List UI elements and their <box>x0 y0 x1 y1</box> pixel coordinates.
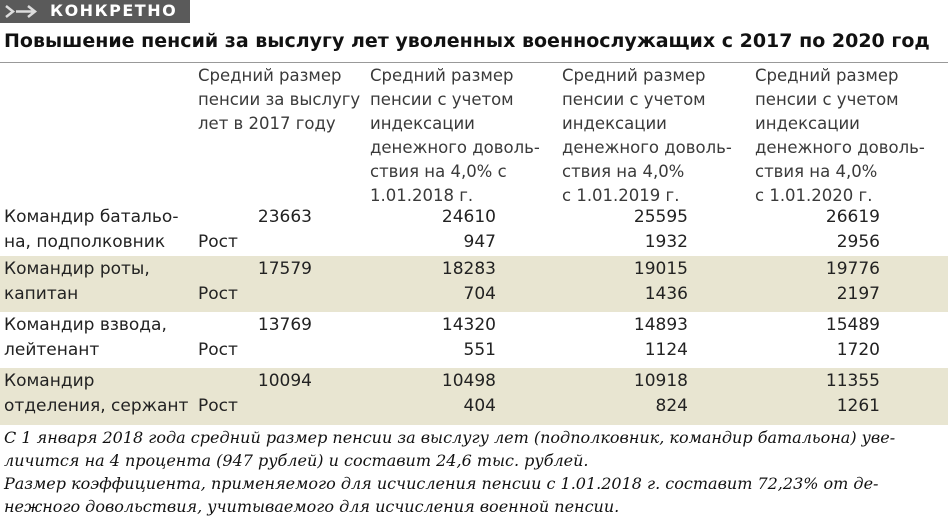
row-label: Командир взвода, <box>4 315 167 335</box>
row-label: на, подполковник <box>4 232 166 252</box>
row-label: отделения, сержант <box>4 396 189 416</box>
column-header: с 1.01.2020 г. <box>755 186 873 205</box>
value: 14893 <box>633 315 688 335</box>
title-rule <box>0 62 948 63</box>
value: 15489 <box>825 315 880 335</box>
column-header: индексации <box>562 114 667 133</box>
value: 18283 <box>441 259 496 279</box>
value: 10498 <box>441 371 496 391</box>
footnote: С 1 января 2018 года средний размер пенс… <box>4 428 896 447</box>
column-header: Средний размер <box>198 66 342 85</box>
growth: 704 <box>463 284 496 304</box>
title: Повышение пенсий за выслугу лет уволенны… <box>4 30 930 52</box>
growth: 2197 <box>836 284 880 304</box>
column-header: с 1.01.2019 г. <box>562 186 680 205</box>
column-header: пенсии с учетом <box>755 90 899 109</box>
tag: КОНКРЕТНО <box>50 1 178 20</box>
value: 13769 <box>257 315 312 335</box>
value: 17579 <box>257 259 312 279</box>
column-header: Средний размер <box>562 66 706 85</box>
column-header: ствия на 4,0% с <box>370 162 507 181</box>
column-header: Средний размер <box>755 66 899 85</box>
column-header: Средний размер <box>370 66 514 85</box>
growth: 551 <box>463 340 496 360</box>
value: 19776 <box>825 259 880 279</box>
value: 24610 <box>441 207 496 227</box>
column-header: индексации <box>755 114 860 133</box>
value: 26619 <box>825 207 880 227</box>
growth: 1436 <box>644 284 688 304</box>
column-header: денежного доволь- <box>755 138 925 157</box>
column-header: денежного доволь- <box>370 138 540 157</box>
column-header: 1.01.2018 г. <box>370 186 474 205</box>
value: 11355 <box>825 371 880 391</box>
growth: 1124 <box>644 340 688 360</box>
column-header: пенсии с учетом <box>562 90 706 109</box>
value: 10094 <box>257 371 312 391</box>
arrows-icon <box>5 5 38 18</box>
row-label: Командир батальо- <box>4 207 179 227</box>
row-label: Командир <box>4 371 95 391</box>
value: 10918 <box>633 371 688 391</box>
growth: 1261 <box>836 396 880 416</box>
row-label: лейтенант <box>4 340 100 360</box>
growth-label: Рост <box>198 340 238 360</box>
growth: 404 <box>463 396 496 416</box>
growth-label: Рост <box>198 232 238 252</box>
column-header: индексации <box>370 114 475 133</box>
row-label: Командир роты, <box>4 259 150 279</box>
growth: 1720 <box>836 340 880 360</box>
row-label: капитан <box>4 284 79 304</box>
tag-bar <box>0 0 190 23</box>
footnote: Размер коэффициента, применяемого для ис… <box>4 474 879 493</box>
column-header: пенсии с учетом <box>370 90 514 109</box>
footnote: нежного довольствия, учитываемого для ис… <box>4 497 620 516</box>
footnote: личится на 4 процента (947 рублей) и сос… <box>4 451 589 470</box>
growth: 1932 <box>644 232 688 252</box>
growth-label: Рост <box>198 284 238 304</box>
row-stripe <box>0 368 948 425</box>
value: 14320 <box>441 315 496 335</box>
growth: 824 <box>655 396 688 416</box>
value: 23663 <box>257 207 312 227</box>
row-stripe <box>0 256 948 312</box>
value: 19015 <box>633 259 688 279</box>
column-header: ствия на 4,0% <box>755 162 878 181</box>
growth: 947 <box>463 232 496 252</box>
column-header: пенсии за выслугу <box>198 90 361 109</box>
column-header: лет в 2017 году <box>198 114 336 133</box>
value: 25595 <box>633 207 688 227</box>
growth-label: Рост <box>198 396 238 416</box>
column-header: ствия на 4,0% <box>562 162 685 181</box>
growth: 2956 <box>836 232 880 252</box>
column-header: денежного доволь- <box>562 138 732 157</box>
